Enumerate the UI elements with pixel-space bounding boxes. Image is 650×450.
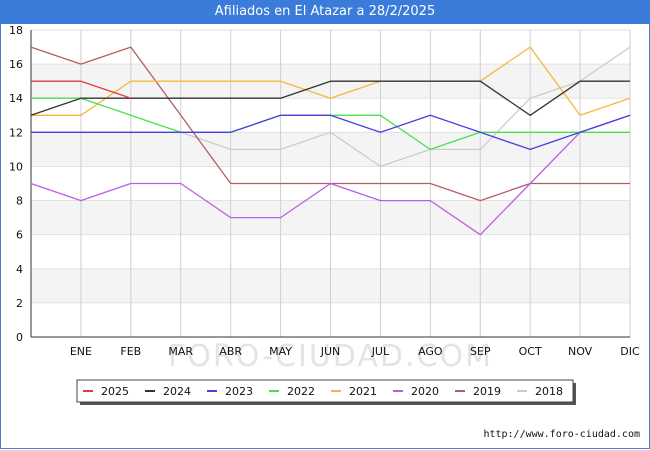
legend-label-2020: 2020 [411, 385, 439, 398]
x-tick-label: DIC [620, 345, 640, 358]
x-tick-label: FEB [120, 345, 141, 358]
y-tick-label: 4 [16, 263, 23, 276]
y-tick-label: 10 [9, 160, 23, 173]
y-tick-label: 0 [16, 331, 23, 344]
x-tick-label: ABR [219, 345, 242, 358]
y-tick-label: 14 [9, 92, 23, 105]
legend [76, 379, 574, 403]
x-tick-label: MAR [168, 345, 193, 358]
x-tick-label: NOV [568, 345, 593, 358]
y-tick-label: 8 [16, 195, 23, 208]
title-bar: Afiliados en El Atazar a 28/2/2025 [0, 0, 650, 24]
legend-label-2019: 2019 [473, 385, 501, 398]
series-line-2021 [31, 46, 631, 116]
chart-title: Afiliados en El Atazar a 28/2/2025 [214, 4, 436, 19]
watermark: FORO-CIUDAD.COM [168, 339, 493, 374]
legend-label-2025: 2025 [101, 385, 129, 398]
y-tick-label: 12 [9, 126, 23, 139]
y-tick-label: 18 [9, 24, 23, 37]
legend-label-2018: 2018 [535, 385, 563, 398]
series-line-2025 [31, 80, 132, 99]
x-tick-label: AGO [418, 345, 443, 358]
x-tick-label: OCT [519, 345, 542, 358]
y-tick-label: 2 [16, 297, 23, 310]
x-tick-label: ENE [70, 345, 92, 358]
legend-label-2023: 2023 [225, 385, 253, 398]
series-line-2023 [31, 114, 631, 151]
series-line-2020 [30, 114, 631, 236]
legend-label-2021: 2021 [349, 385, 377, 398]
y-tick-label: 16 [9, 58, 23, 71]
x-tick-label: JUN [320, 345, 341, 358]
y-tick-label: 6 [16, 229, 23, 242]
x-tick-label: MAY [269, 345, 292, 358]
legend-label-2024: 2024 [163, 385, 191, 398]
legend-label-2022: 2022 [287, 385, 315, 398]
source-url[interactable]: http://www.foro-ciudad.com [483, 429, 640, 440]
x-tick-label: SEP [470, 345, 491, 358]
x-tick-label: JUL [371, 345, 390, 358]
